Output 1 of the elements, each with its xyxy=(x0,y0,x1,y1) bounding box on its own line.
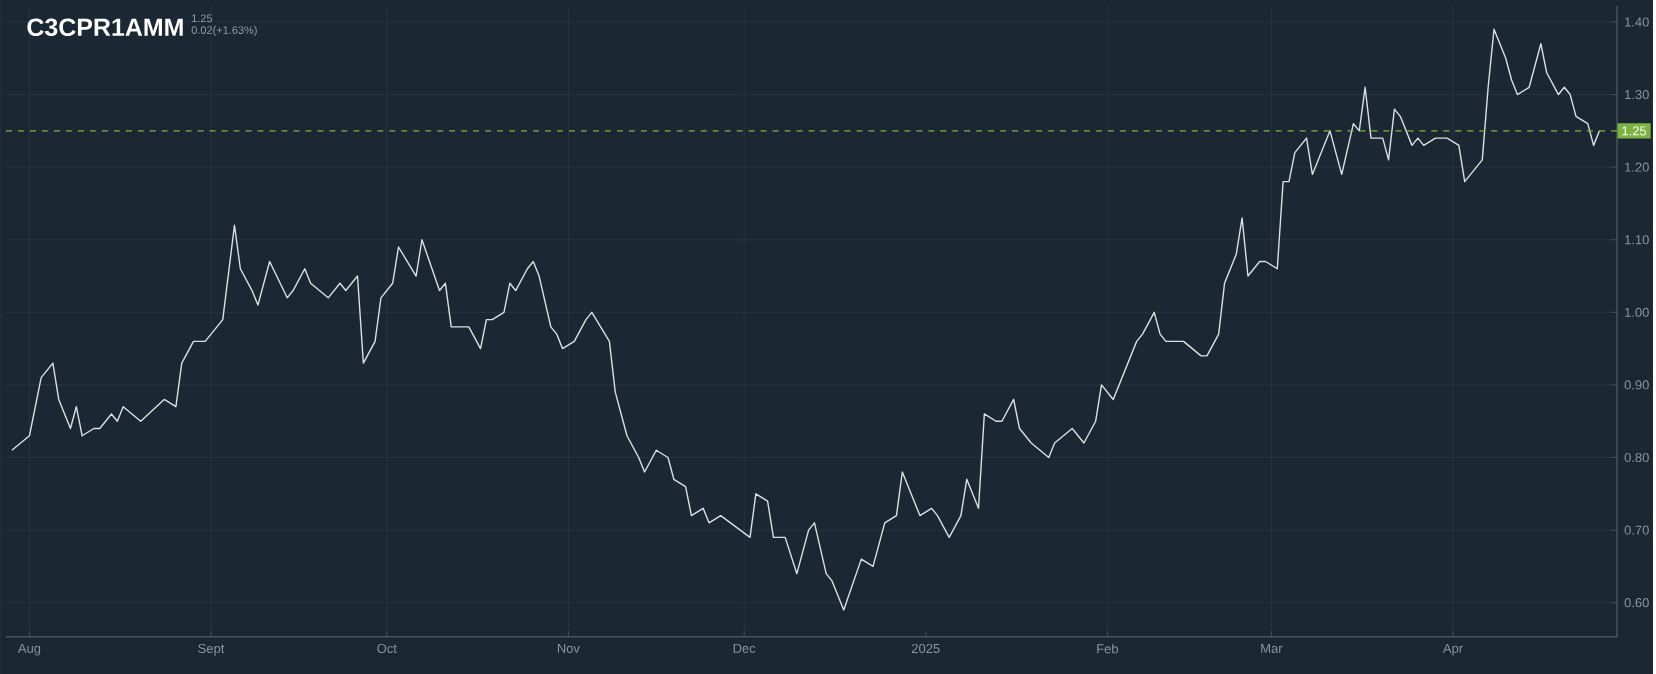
chart-title: C3CPR1AMM xyxy=(27,18,183,36)
